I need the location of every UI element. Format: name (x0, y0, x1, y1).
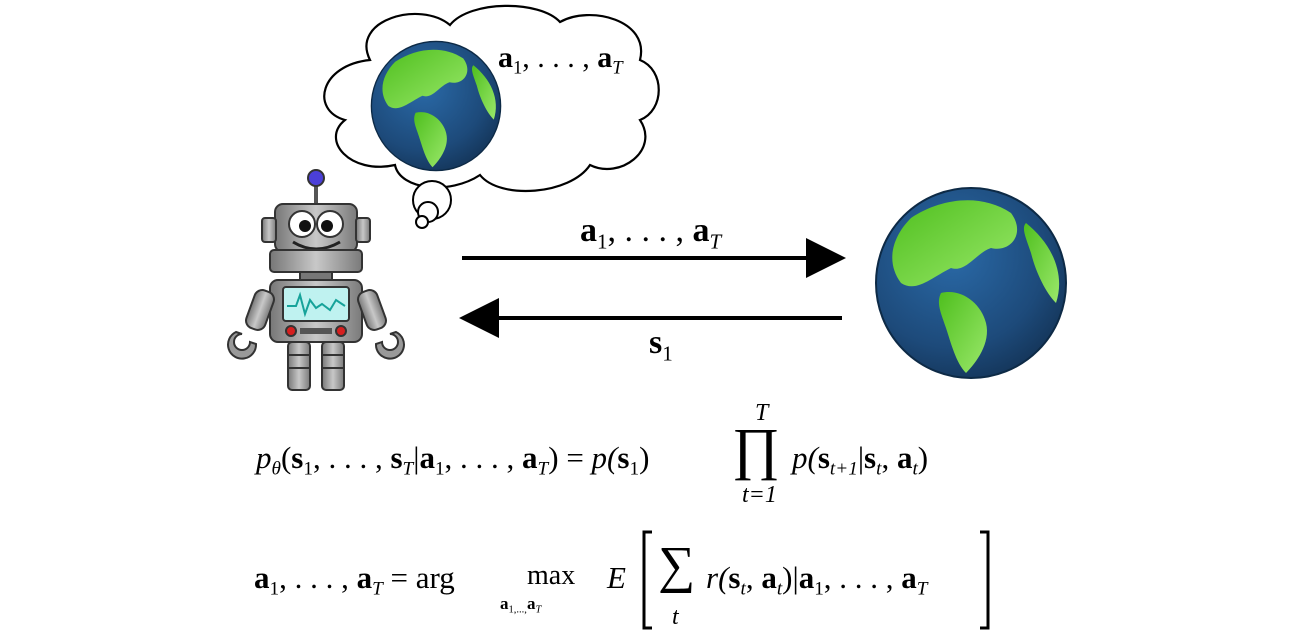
product-symbol: ∏ (732, 416, 780, 481)
robot-icon (227, 169, 405, 391)
equation-planning: a1, . . . , aT = arg (254, 560, 455, 600)
sum-subscript: t (672, 604, 679, 630)
product-upper-limit: T (755, 400, 769, 426)
expectation-symbol: E (607, 560, 626, 595)
max-subscript: a1,...,aT (500, 594, 542, 616)
thought-label: a1, . . . , aT (498, 41, 623, 79)
equation-dynamics: pθ(s1, . . . , sT|a1, . . . , aT) = p(s1… (256, 440, 650, 480)
product-lower-limit: t=1 (742, 482, 777, 508)
actions-label: a1, . . . , aT (580, 212, 722, 254)
state-label: s1 (649, 324, 673, 366)
earth-globe-icon (370, 40, 502, 172)
equation-dynamics-rhs: p(st+1|st, at) (792, 440, 929, 480)
equation-planning-rhs: r(st, at)|a1, . . . , aT (706, 560, 928, 600)
earth-globe-icon (875, 187, 1067, 379)
sum-symbol: ∑ (658, 537, 696, 594)
max-operator: max (527, 560, 576, 591)
